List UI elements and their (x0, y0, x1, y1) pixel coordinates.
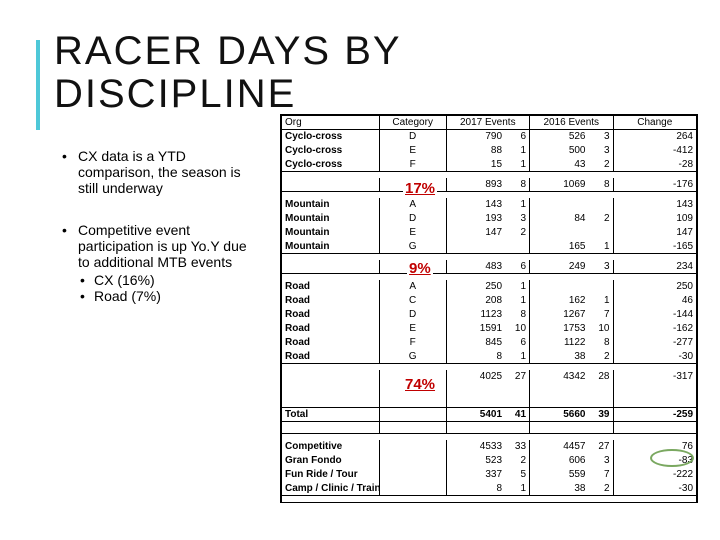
title-line-1: RACER DAYS BY (54, 29, 402, 73)
table-row: RoadF845611228-277 (282, 336, 697, 350)
table-row: 893810698-176 (282, 178, 697, 192)
bullet-2-sub-1: CX (16%) (78, 272, 258, 288)
pct-cx: 17% (403, 180, 437, 197)
table-row: MountainG1651-165 (282, 240, 697, 254)
table-row: RoadG81382-30 (282, 350, 697, 364)
table-row: Cyclo-crossE8815003-412 (282, 144, 697, 158)
table-row: 402527434228-317 (282, 370, 697, 384)
bullet-2: Competitive event participation is up Yo… (58, 222, 258, 304)
pct-mtn: 9% (407, 260, 433, 277)
table-row: RoadA2501250 (282, 280, 697, 294)
table-row: RoadD1123812677-144 (282, 308, 697, 322)
col-change: Change (613, 116, 697, 130)
table-row: Total540141566039-259 (282, 408, 697, 422)
table-row: RoadC2081162146 (282, 294, 697, 308)
data-table: Org Category 2017 Events 2016 Events Cha… (280, 114, 698, 503)
table-row: MountainE1472147 (282, 226, 697, 240)
table-row: Cyclo-crossF151432-28 (282, 158, 697, 172)
table-header-row: Org Category 2017 Events 2016 Events Cha… (282, 116, 697, 130)
col-cat: Category (379, 116, 446, 130)
table-row: 48362493234 (282, 260, 697, 274)
pct-road: 74% (403, 376, 437, 393)
table-row: Fun Ride / Tour33755597-222 (282, 468, 697, 482)
bullet-1: CX data is a YTD comparison, the season … (58, 148, 258, 196)
table-row: Competitive45333344572776 (282, 440, 697, 454)
table-row: Cyclo-crossD79065263264 (282, 130, 697, 144)
table-row: Gran Fondo52326063-83 (282, 454, 697, 468)
bullet-list: CX data is a YTD comparison, the season … (58, 148, 258, 330)
bullet-2-sub-2: Road (7%) (78, 288, 258, 304)
col-org: Org (282, 116, 380, 130)
col-2017: 2017 Events (446, 116, 529, 130)
accent-bar (36, 40, 40, 130)
page-title: RACER DAYS BY DISCIPLINE (54, 30, 402, 116)
table-row: MountainD1933842109 (282, 212, 697, 226)
bullet-2-text: Competitive event participation is up Yo… (78, 222, 247, 270)
table-row: RoadE159110175310-162 (282, 322, 697, 336)
highlight-oval (650, 449, 694, 467)
table-row: MountainA1431143 (282, 198, 697, 212)
col-2016: 2016 Events (530, 116, 613, 130)
title-line-2: DISCIPLINE (54, 72, 296, 116)
table-row: Camp / Clinic / Training81382-30 (282, 482, 697, 496)
